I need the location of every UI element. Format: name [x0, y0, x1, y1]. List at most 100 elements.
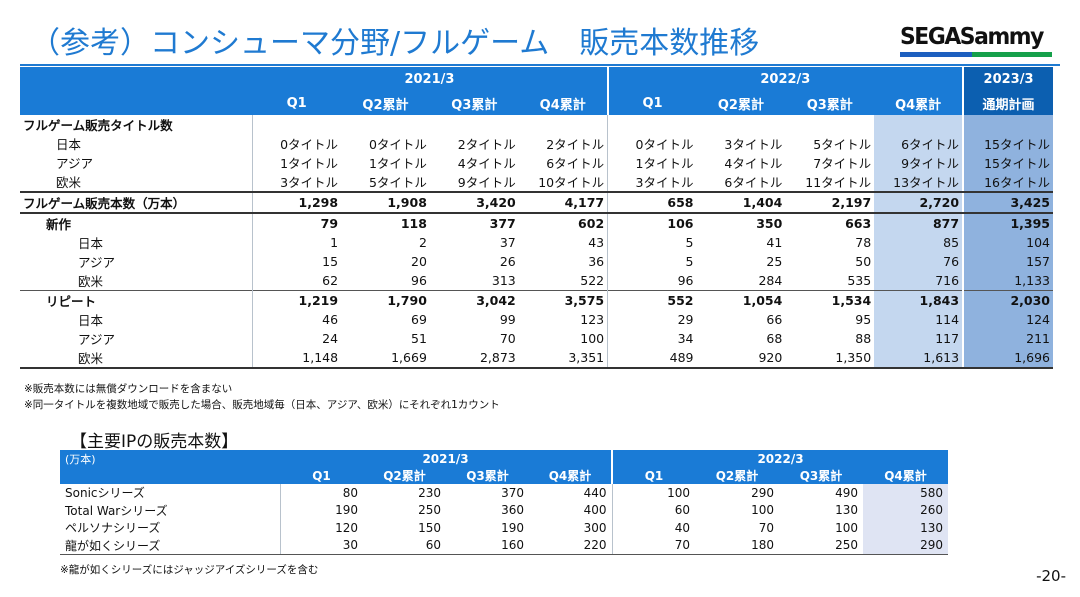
table-cell: 70: [611, 536, 696, 555]
table-cell: 100: [751, 503, 775, 518]
note-line: ※販売本数には無償ダウンロードを含まない: [24, 383, 233, 395]
ip-sales-table: (万本) 2021/3 2022/3 Q1 Q2累計 Q3累計 Q4累計 Q1 Q2累計 Q…: [60, 450, 949, 555]
table-cell: 440: [583, 485, 607, 500]
quarter-header: Q3累計: [446, 467, 529, 484]
table-cell: 1,054: [696, 290, 786, 310]
table-cell: 1: [251, 233, 342, 252]
year-header-2022: 2022/3: [606, 67, 964, 91]
table-cell: 400: [583, 503, 607, 518]
table-cell: 313: [491, 273, 516, 288]
table-cell: 3タイトル: [251, 172, 342, 193]
table-cell: 43: [588, 235, 605, 250]
quarter-header: Q1: [611, 467, 696, 484]
ip-year-header-2021: 2021/3: [280, 450, 613, 467]
table-cell: 69: [411, 312, 427, 327]
note-line: ※同一タイトルを複数地域で販売した場合、販売地域毎（日本、アジア、欧米）にそれぞ…: [24, 399, 500, 411]
table-cell: 290: [751, 485, 775, 500]
table-cell: 50: [855, 254, 872, 269]
row-label: アジア: [78, 332, 116, 347]
table-cell: 1,404: [696, 192, 786, 214]
quarter-header: Q2累計: [696, 91, 786, 115]
year-header-2023: 2023/3: [962, 67, 1053, 91]
table-cell: 211: [962, 329, 1053, 348]
table-cell: 150: [418, 520, 441, 535]
quarter-header: Q4累計: [529, 467, 613, 484]
table-cell: 658: [607, 192, 697, 214]
table-cell: 1,696: [962, 348, 1053, 369]
row-label: 日本: [56, 137, 82, 152]
page-title: （参考）コンシューマ分野/フルゲーム 販売本数推移: [30, 26, 760, 61]
table-cell: 79: [251, 213, 342, 233]
table-cell: 2: [418, 235, 427, 250]
table-cell: 7タイトル: [813, 156, 872, 171]
table-cell: 3,575: [518, 290, 608, 310]
row-label: リピート: [20, 290, 253, 310]
quarter-header: Q3累計: [429, 91, 519, 115]
header-blank: [60, 467, 280, 484]
table-cell: 51: [411, 331, 427, 346]
quarter-header: Q2累計: [695, 467, 780, 484]
table-cell: 117: [874, 329, 964, 348]
table-cell: 120: [279, 519, 363, 537]
table-cell: 250: [418, 503, 441, 518]
table-cell: 130: [835, 503, 859, 518]
table-cell: 15: [251, 252, 342, 271]
table-cell: 284: [758, 273, 783, 288]
page-number: -20-: [1036, 567, 1066, 585]
table-cell: 290: [863, 536, 949, 555]
table-cell: 360: [501, 503, 524, 518]
row-label: 日本: [78, 236, 104, 251]
table-cell: [962, 115, 1053, 134]
table-cell: [430, 115, 519, 134]
table-cell: 99: [499, 312, 516, 327]
table-cell: 66: [766, 312, 783, 327]
table-cell: 16タイトル: [962, 172, 1053, 193]
row-label: アジア: [56, 156, 94, 171]
table-row: 新作 79 118 377 602 106 350 663 877 1,395: [20, 213, 1053, 233]
quarter-header: Q1: [280, 467, 363, 484]
table-cell: 106: [607, 213, 697, 233]
table-cell: 1タイトル: [368, 156, 427, 171]
table-cell: 26: [499, 254, 516, 269]
table-cell: 96: [607, 271, 697, 291]
ip-label: 龍が如くシリーズ: [60, 536, 280, 555]
row-label: 欧米: [78, 274, 104, 289]
quarter-header: Q4累計: [874, 91, 964, 115]
table-cell: 3,420: [429, 192, 519, 214]
table-cell: 4タイトル: [457, 156, 516, 171]
ip-year-header-2022: 2022/3: [611, 450, 949, 467]
table-cell: 2タイトル: [457, 137, 516, 152]
table-cell: 522: [580, 273, 605, 288]
logo-underline: [900, 52, 1052, 57]
table-cell: 5タイトル: [341, 172, 430, 193]
table-row: 龍が如くシリーズ 30 60 160 220 70 180 250 290: [60, 536, 949, 555]
header-blank: [20, 67, 253, 91]
table-cell: 0タイトル: [251, 134, 342, 153]
year-header-2021: 2021/3: [252, 67, 608, 91]
quarter-header: Q2累計: [341, 91, 430, 115]
table-cell: 2タイトル: [546, 137, 605, 152]
table-row: 日本 46 69 99 123 29 66 95 114 124: [20, 310, 1053, 329]
table-cell: 0タイトル: [368, 137, 427, 152]
table-cell: 4,177: [518, 192, 608, 214]
row-label: 日本: [78, 313, 104, 328]
table-cell: 46: [251, 310, 342, 329]
table-row: リピート 1,219 1,790 3,042 3,575 552 1,054 1,534 1,8…: [20, 290, 1053, 310]
table-cell: 68: [766, 331, 783, 346]
table-cell: 76: [874, 252, 964, 271]
table-row: 日本 1 2 37 43 5 41 78 85 104: [20, 233, 1053, 252]
unit-label: (万本): [60, 450, 280, 467]
table-row: 日本 0タイトル 0タイトル 2タイトル 2タイトル 0タイトル 3タイトル 5タイトル 6タイ…: [20, 134, 1053, 153]
table-cell: 0タイトル: [607, 134, 697, 153]
row-label: アジア: [78, 255, 116, 270]
table-cell: 490: [835, 485, 859, 500]
table-cell: 230: [418, 485, 441, 500]
table-cell: 29: [607, 310, 697, 329]
table-cell: 300: [583, 520, 607, 535]
ip-section-title: 【主要IPの販売本数】: [70, 432, 239, 452]
table-cell: 100: [835, 520, 859, 535]
table-cell: 1,219: [251, 290, 342, 310]
ip-label: Sonicシリーズ: [65, 486, 145, 501]
table-cell: 1,148: [251, 348, 342, 369]
table-cell: 3タイトル: [724, 137, 783, 152]
